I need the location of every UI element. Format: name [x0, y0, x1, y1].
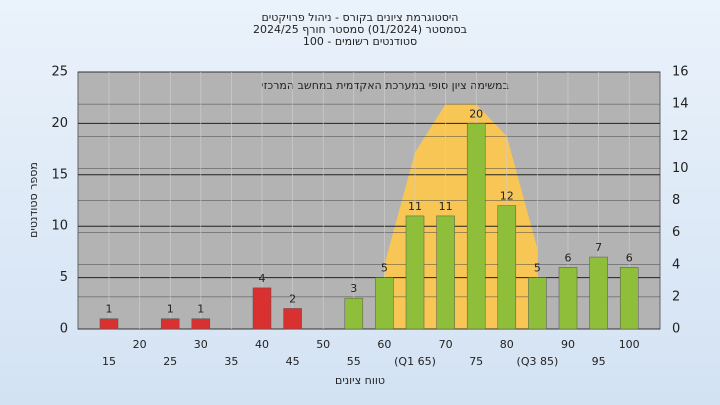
x-tick-label: 35 — [224, 355, 238, 368]
x-tick-label: 25 — [163, 355, 177, 368]
bar — [589, 256, 608, 330]
data-label: 20 — [469, 107, 483, 120]
data-label: 12 — [500, 190, 514, 203]
x-tick-label: 95 — [592, 355, 606, 368]
y2-tick-label: 4 — [672, 257, 680, 272]
x-tick-label: 60 — [377, 338, 391, 351]
data-label: 3 — [350, 282, 357, 295]
x-tick-label: 50 — [316, 338, 330, 351]
data-label: 2 — [289, 292, 296, 305]
bar — [375, 277, 394, 330]
bar — [191, 318, 211, 330]
data-label: 11 — [408, 200, 422, 213]
data-label: 5 — [381, 262, 388, 275]
y2-tick-label: 6 — [672, 225, 680, 240]
bar — [619, 267, 639, 330]
x-tick-label: 30 — [194, 338, 208, 351]
bar — [344, 297, 364, 330]
y-axis-label: מספר סטודנטים — [27, 162, 40, 238]
y-tick-label: 20 — [51, 116, 68, 131]
y-tick-label: 5 — [60, 270, 68, 285]
x-tick-label: 100 — [619, 338, 640, 351]
data-label: 1 — [197, 303, 204, 316]
x-tick-label: 70 — [439, 338, 453, 351]
y2-tick-label: 16 — [672, 65, 689, 80]
data-label: 6 — [565, 251, 572, 264]
title-line: סטודנטים רשומים - 100 — [303, 35, 417, 48]
title-line: בסמסטר (01/2024) סמסטר חורף 2024/25 — [253, 23, 467, 36]
x-axis-label: טווח ציונים — [335, 374, 385, 387]
x-tick-label: 40 — [255, 338, 269, 351]
y2-tick-label: 0 — [672, 322, 680, 337]
data-label: 5 — [534, 262, 541, 275]
bar — [528, 277, 547, 330]
bar — [160, 318, 180, 330]
y-tick-label: 0 — [60, 322, 68, 337]
data-label: 11 — [439, 200, 453, 213]
title-line: היסטוגרמת ציונים בקורס - ניהול פרויקטים — [262, 11, 459, 24]
data-label: 1 — [106, 303, 113, 316]
y2-tick-label: 2 — [672, 289, 680, 304]
y-tick-label: 15 — [51, 167, 68, 182]
x-tick-label: (Q1 65) — [394, 355, 436, 368]
bar — [436, 215, 455, 330]
y2-tick-label: 14 — [672, 97, 689, 112]
x-tick-label: 20 — [133, 338, 147, 351]
x-tick-label: 90 — [561, 338, 575, 351]
y2-tick-label: 10 — [672, 161, 689, 176]
bar — [283, 308, 302, 330]
y2-tick-label: 8 — [672, 193, 680, 208]
bar — [405, 215, 425, 330]
data-label: 1 — [167, 303, 174, 316]
x-tick-label: (Q3 85) — [517, 355, 559, 368]
data-label: 4 — [259, 272, 266, 285]
y-tick-label: 25 — [51, 65, 68, 80]
y-tick-label: 10 — [51, 219, 68, 234]
data-label: 7 — [595, 241, 602, 254]
bar — [466, 123, 486, 330]
data-label: 6 — [626, 251, 633, 264]
bar — [558, 267, 578, 330]
bar — [99, 318, 119, 330]
bar — [252, 287, 272, 330]
x-tick-label: 75 — [469, 355, 483, 368]
bar — [497, 205, 517, 330]
y2-tick-label: 12 — [672, 129, 689, 144]
x-tick-label: 80 — [500, 338, 514, 351]
x-tick-label: 55 — [347, 355, 361, 368]
x-tick-label: 15 — [102, 355, 116, 368]
annotation: במשימה ציון סופי במערכת האקדמית במחשב המ… — [261, 79, 509, 92]
x-tick-label: 45 — [286, 355, 300, 368]
